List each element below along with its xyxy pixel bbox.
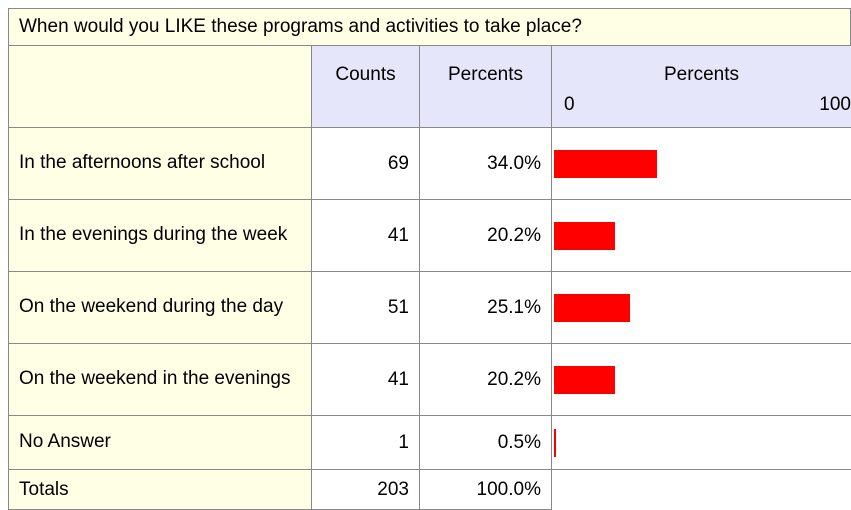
bar xyxy=(554,150,658,178)
bar xyxy=(554,222,616,250)
bar-header-label: Percents xyxy=(664,64,739,85)
bar xyxy=(554,366,616,394)
row-count: 69 xyxy=(312,128,420,200)
row-count: 1 xyxy=(312,416,420,470)
bar xyxy=(554,294,631,322)
bar-cell xyxy=(552,272,851,344)
header-blank xyxy=(8,46,312,128)
header-percents: Percents xyxy=(420,46,552,128)
totals-label: Totals xyxy=(8,470,312,510)
row-count: 51 xyxy=(312,272,420,344)
bar-cell xyxy=(552,416,851,470)
row-label: In the evenings during the week xyxy=(8,200,312,272)
header-counts: Counts xyxy=(312,46,420,128)
scale-min: 0 xyxy=(564,94,575,115)
row-percent: 34.0% xyxy=(420,128,552,200)
row-count: 41 xyxy=(312,344,420,416)
row-count: 41 xyxy=(312,200,420,272)
row-percent: 0.5% xyxy=(420,416,552,470)
row-percent: 20.2% xyxy=(420,344,552,416)
row-label: On the weekend in the evenings xyxy=(8,344,312,416)
row-label: No Answer xyxy=(8,416,312,470)
totals-count: 203 xyxy=(312,470,420,510)
scale-max: 100 xyxy=(819,94,851,115)
header-bar: Percents 0 100 xyxy=(552,46,851,128)
row-percent: 20.2% xyxy=(420,200,552,272)
totals-percent: 100.0% xyxy=(420,470,552,510)
row-percent: 25.1% xyxy=(420,272,552,344)
row-label: On the weekend during the day xyxy=(8,272,312,344)
row-label: In the afternoons after school xyxy=(8,128,312,200)
bar xyxy=(554,429,556,457)
table-title: When would you LIKE these programs and a… xyxy=(8,8,851,46)
